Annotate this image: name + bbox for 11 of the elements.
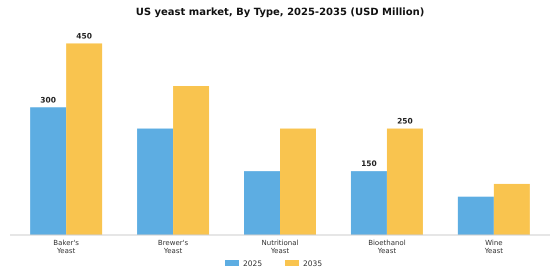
bar	[173, 86, 210, 235]
bar	[280, 128, 316, 235]
bar	[244, 171, 280, 235]
bar	[350, 171, 387, 235]
bar	[137, 128, 174, 235]
bar	[66, 43, 102, 235]
bar	[494, 184, 530, 235]
bar	[458, 196, 494, 235]
bar	[30, 107, 66, 235]
bar	[386, 128, 423, 235]
chart-title: US yeast market, By Type, 2025-2035 (USD Million)	[136, 7, 424, 18]
